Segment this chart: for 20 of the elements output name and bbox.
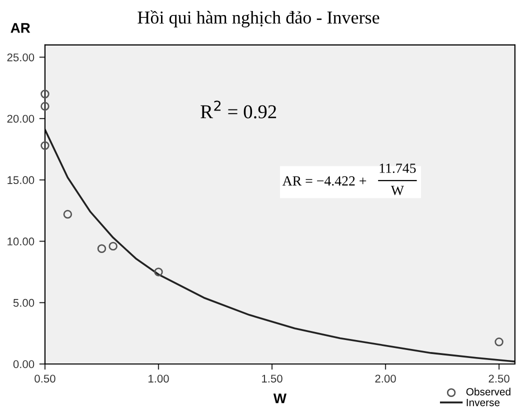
y-tick-label: 5.00 (13, 298, 34, 307)
x-tick-label: 1.50 (262, 374, 282, 383)
chart-title: Hồi qui hàm nghịch đảo - Inverse (138, 10, 380, 28)
x-axis-title: W (273, 394, 286, 404)
annotation: R$^{2}$ = 0.92 (200, 100, 276, 118)
x-tick-label: 2.00 (375, 374, 396, 383)
y-tick-label: 25.00 (7, 53, 34, 62)
y-axis-title: AR (10, 23, 30, 33)
y-tick-label: 20.00 (7, 114, 34, 123)
legend-label: Observed (466, 388, 510, 396)
annotation: W (390, 186, 404, 196)
x-tick-label: 2.50 (488, 374, 510, 383)
x-tick-label: 1.00 (148, 374, 169, 383)
legend-label: Inverse (466, 398, 500, 406)
annotation: AR = −4.422 + (282, 176, 366, 186)
y-tick-label: 15.00 (8, 176, 34, 184)
annotation: 11.745 (380, 164, 416, 173)
y-tick-label: 0.00 (13, 360, 34, 368)
y-tick-label: 10.00 (8, 238, 34, 246)
x-tick-label: 0.50 (34, 374, 56, 383)
